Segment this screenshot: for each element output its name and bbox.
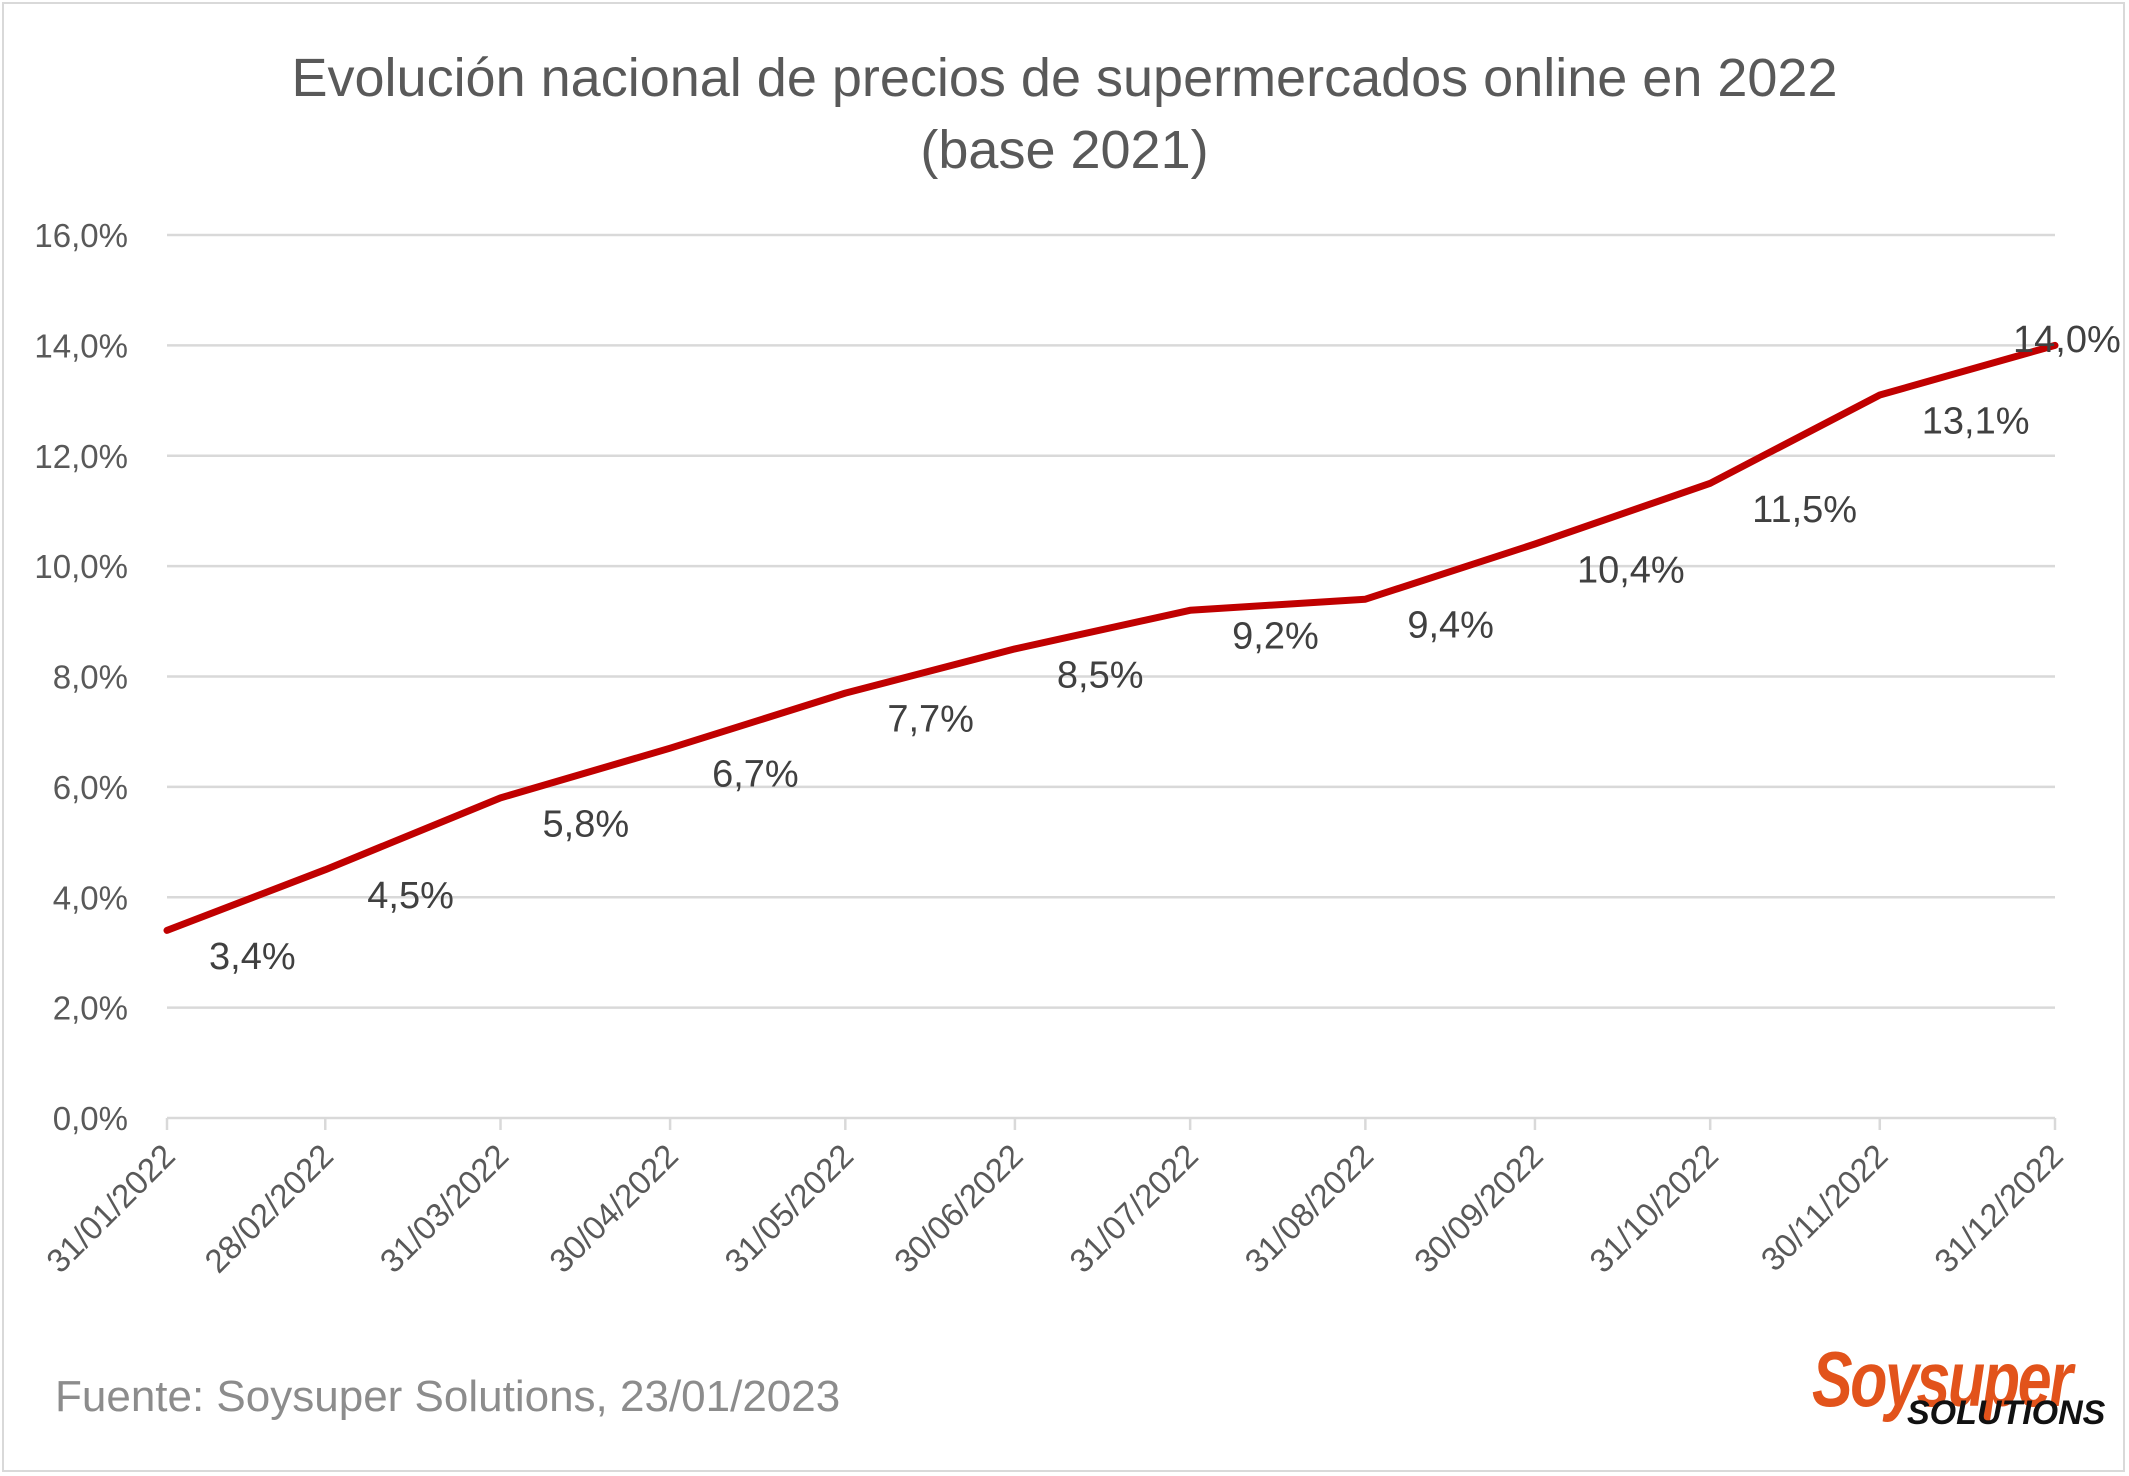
y-tick-label: 0,0%: [53, 1100, 128, 1137]
logo-wordmark: Soysuper: [1812, 1335, 2073, 1423]
y-tick-label: 14,0%: [34, 327, 128, 364]
soysuper-logo: Soysuper SOLUTIONS: [1812, 1335, 2105, 1440]
x-tick-label: 31/08/2022: [1237, 1137, 1380, 1280]
x-tick-label: 30/06/2022: [887, 1137, 1030, 1280]
y-tick-label: 8,0%: [53, 659, 128, 696]
x-tick-label: 30/04/2022: [542, 1137, 685, 1280]
source-note: Fuente: Soysuper Solutions, 23/01/2023: [55, 1372, 841, 1421]
data-label: 11,5%: [1752, 489, 1857, 531]
data-label: 14,0%: [2013, 319, 2121, 361]
y-tick-label: 12,0%: [34, 438, 128, 475]
y-tick-label: 16,0%: [34, 217, 128, 254]
data-label: 13,1%: [1922, 400, 2030, 442]
x-tick-label: 31/01/2022: [39, 1137, 182, 1280]
series-line: [163, 341, 2059, 934]
x-tick-label: 30/09/2022: [1407, 1137, 1550, 1280]
data-label: 8,5%: [1057, 654, 1144, 696]
data-label: 9,4%: [1407, 605, 1494, 647]
y-tick-label: 4,0%: [53, 879, 128, 916]
x-tick-label: 31/07/2022: [1062, 1137, 1205, 1280]
data-label: 3,4%: [209, 936, 296, 978]
chart-title-line-1: Evolución nacional de precios de superme…: [291, 48, 1838, 108]
x-tick-label: 31/10/2022: [1582, 1137, 1725, 1280]
y-tick-label: 10,0%: [34, 548, 128, 585]
x-tick-label: 31/03/2022: [373, 1137, 516, 1280]
y-tick-label: 6,0%: [53, 769, 128, 806]
x-tick-label: 30/11/2022: [1753, 1137, 1894, 1278]
chart-title-line-2: (base 2021): [920, 120, 1209, 180]
data-label: 9,2%: [1232, 616, 1319, 658]
data-label: 4,5%: [367, 875, 454, 917]
y-tick-label: 2,0%: [53, 990, 128, 1027]
x-tick-label: 28/02/2022: [197, 1137, 340, 1280]
chart-title: Evolución nacional de precios de superme…: [0, 42, 2129, 186]
data-label: 7,7%: [887, 698, 974, 740]
data-label: 6,7%: [712, 754, 799, 796]
x-tick-label: 31/05/2022: [717, 1137, 860, 1280]
x-tick-label: 31/12/2022: [1927, 1137, 2070, 1280]
logo-subtitle: SOLUTIONS: [1907, 1394, 2106, 1432]
data-label: 5,8%: [543, 803, 630, 845]
data-label: 10,4%: [1577, 549, 1685, 591]
